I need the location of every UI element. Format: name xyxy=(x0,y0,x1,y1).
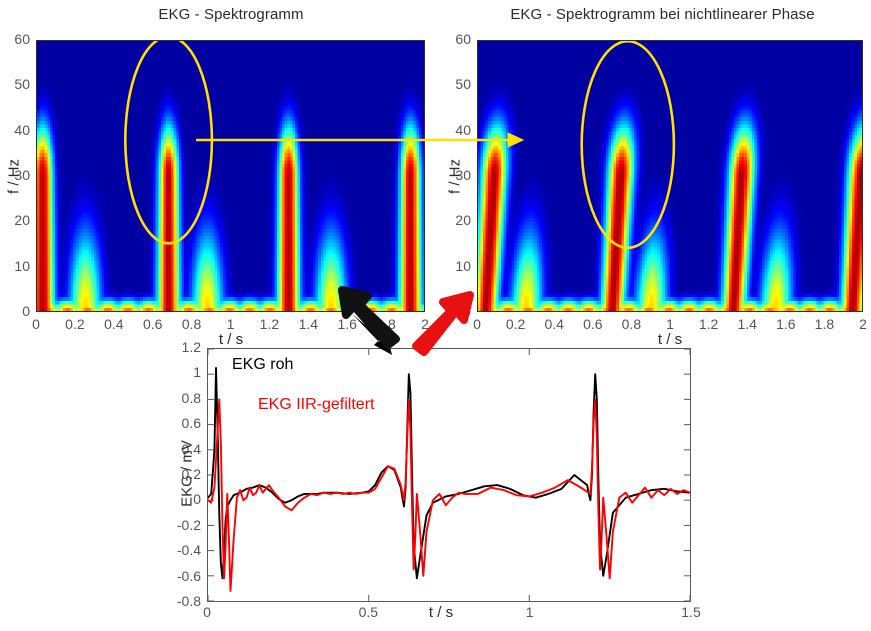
spectrogram-left-ytick: 30 xyxy=(0,167,30,183)
spectrogram-right-title: EKG - Spektrogramm bei nichtlinearer Pha… xyxy=(460,6,865,23)
ecg-xlabel: t / s xyxy=(396,604,486,621)
spectrogram-right-xtick: 0.6 xyxy=(573,316,613,332)
spectrogram-left-ylabel: f / Hz xyxy=(6,137,23,217)
ecg-xtick: 0.5 xyxy=(348,604,388,620)
spectrogram-right-ytick: 50 xyxy=(435,76,471,92)
spectrogram-right-ytick: 40 xyxy=(435,122,471,138)
ecg-plot xyxy=(207,348,691,602)
ecg-ytick: 1 xyxy=(159,364,201,380)
ecg-ylabel: EKG / mV xyxy=(179,419,196,529)
ecg-ytick: 1.2 xyxy=(159,339,201,355)
ecg-ytick: -0.4 xyxy=(159,542,201,558)
spectrogram-right-xtick: 2 xyxy=(843,316,871,332)
ecg-ytick: 0 xyxy=(159,491,201,507)
ecg-ytick: -0.2 xyxy=(159,517,201,533)
spectrogram-left-xtick: 0.6 xyxy=(133,316,173,332)
spectrogram-left-ytick: 20 xyxy=(0,212,30,228)
spectrogram-left-xtick: 0 xyxy=(16,316,56,332)
spectrogram-left-ytick: 10 xyxy=(0,258,30,274)
spectrogram-right-xtick: 1 xyxy=(650,316,690,332)
spectrogram-left-ytick: 40 xyxy=(0,122,30,138)
spectrogram-right-xtick: 1.4 xyxy=(727,316,767,332)
spectrogram-left-ytick: 50 xyxy=(0,76,30,92)
spectrogram-left-title: EKG - Spektrogramm xyxy=(36,6,426,23)
spectrogram-right-xlabel: t / s xyxy=(620,331,720,348)
spectrogram-left-xlabel: t / s xyxy=(181,331,281,348)
spectrogram-right-xtick: 1.8 xyxy=(804,316,844,332)
ecg-xtick: 1 xyxy=(510,604,550,620)
spectrogram-left-xtick: 0.4 xyxy=(94,316,134,332)
ecg-ytick: 0.8 xyxy=(159,390,201,406)
spectrogram-right-xtick: 0.4 xyxy=(534,316,574,332)
spectrogram-left-xtick: 1.8 xyxy=(366,316,406,332)
spectrogram-left-ytick: 0 xyxy=(0,303,30,319)
spectrogram-left-xtick: 1.4 xyxy=(288,316,328,332)
ecg-ytick: -0.6 xyxy=(159,568,201,584)
legend-ekg-iir-gefiltert: EKG IIR-gefiltert xyxy=(258,396,374,414)
spectrogram-right-ytick: 30 xyxy=(435,167,471,183)
legend-ekg-roh: EKG roh xyxy=(232,356,293,374)
spectrogram-right-ytick: 60 xyxy=(435,31,471,47)
ecg-ytick: 0.6 xyxy=(159,415,201,431)
spectrogram-left-xtick: 1.2 xyxy=(249,316,289,332)
spectrogram-right-image xyxy=(478,41,862,311)
spectrogram-right-xtick: 1.6 xyxy=(766,316,806,332)
ecg-traces xyxy=(208,349,690,601)
ecg-ytick: 0.2 xyxy=(159,466,201,482)
ecg-ytick: 0.4 xyxy=(159,441,201,457)
spectrogram-right-ytick: 20 xyxy=(435,212,471,228)
spectrogram-left-image xyxy=(37,41,424,311)
ecg-xtick: 1.5 xyxy=(671,604,711,620)
spectrogram-right-xtick: 0 xyxy=(457,316,497,332)
spectrogram-right-ylabel: f / Hz xyxy=(447,137,464,217)
spectrogram-left-xtick: 1.6 xyxy=(327,316,367,332)
spectrogram-right-xtick: 0.2 xyxy=(496,316,536,332)
spectrogram-right-xtick: 1.2 xyxy=(689,316,729,332)
spectrogram-left-plot xyxy=(36,40,425,312)
spectrogram-left-xtick: 0.2 xyxy=(55,316,95,332)
spectrogram-right-plot xyxy=(477,40,863,312)
ecg-xtick: 0 xyxy=(187,604,227,620)
spectrogram-left-ytick: 60 xyxy=(0,31,30,47)
spectrogram-right-xtick: 0.8 xyxy=(611,316,651,332)
spectrogram-left-xtick: 0.8 xyxy=(172,316,212,332)
spectrogram-right-ytick: 10 xyxy=(435,258,471,274)
spectrogram-left-xtick: 1 xyxy=(211,316,251,332)
ecg-ytick: -0.8 xyxy=(159,593,201,609)
